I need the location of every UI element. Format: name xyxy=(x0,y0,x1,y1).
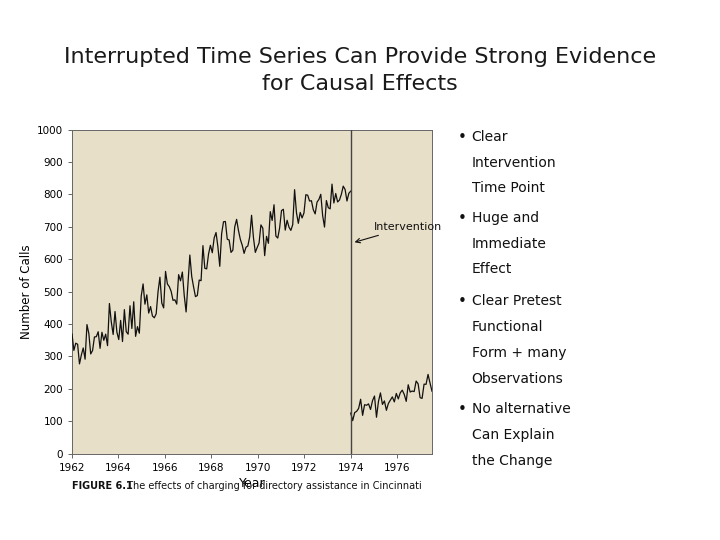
Text: Observations: Observations xyxy=(472,372,563,386)
Text: for Causal Effects: for Causal Effects xyxy=(262,73,458,94)
Text: Time Point: Time Point xyxy=(472,181,544,195)
Text: •: • xyxy=(458,294,467,309)
Text: Interrupted Time Series Can Provide Strong Evidence: Interrupted Time Series Can Provide Stro… xyxy=(64,46,656,67)
Text: the Change: the Change xyxy=(472,454,552,468)
Text: No alternative: No alternative xyxy=(472,402,570,416)
Y-axis label: Number of Calls: Number of Calls xyxy=(19,244,32,339)
Text: Huge and: Huge and xyxy=(472,211,539,225)
Text: •: • xyxy=(458,402,467,417)
Text: Effect: Effect xyxy=(472,262,512,276)
Text: Clear Pretest: Clear Pretest xyxy=(472,294,561,308)
Text: Intervention: Intervention xyxy=(356,222,442,243)
Text: Functional: Functional xyxy=(472,320,543,334)
X-axis label: Year: Year xyxy=(239,477,265,490)
Text: Form + many: Form + many xyxy=(472,346,566,360)
Text: Immediate: Immediate xyxy=(472,237,546,251)
Text: FIGURE 6.1: FIGURE 6.1 xyxy=(72,481,132,491)
Text: Clear: Clear xyxy=(472,130,508,144)
Text: •: • xyxy=(458,211,467,226)
Text: Intervention: Intervention xyxy=(472,156,557,170)
Text: •: • xyxy=(458,130,467,145)
Text: The effects of charging for directory assistance in Cincinnati: The effects of charging for directory as… xyxy=(124,481,422,491)
Text: Can Explain: Can Explain xyxy=(472,428,554,442)
